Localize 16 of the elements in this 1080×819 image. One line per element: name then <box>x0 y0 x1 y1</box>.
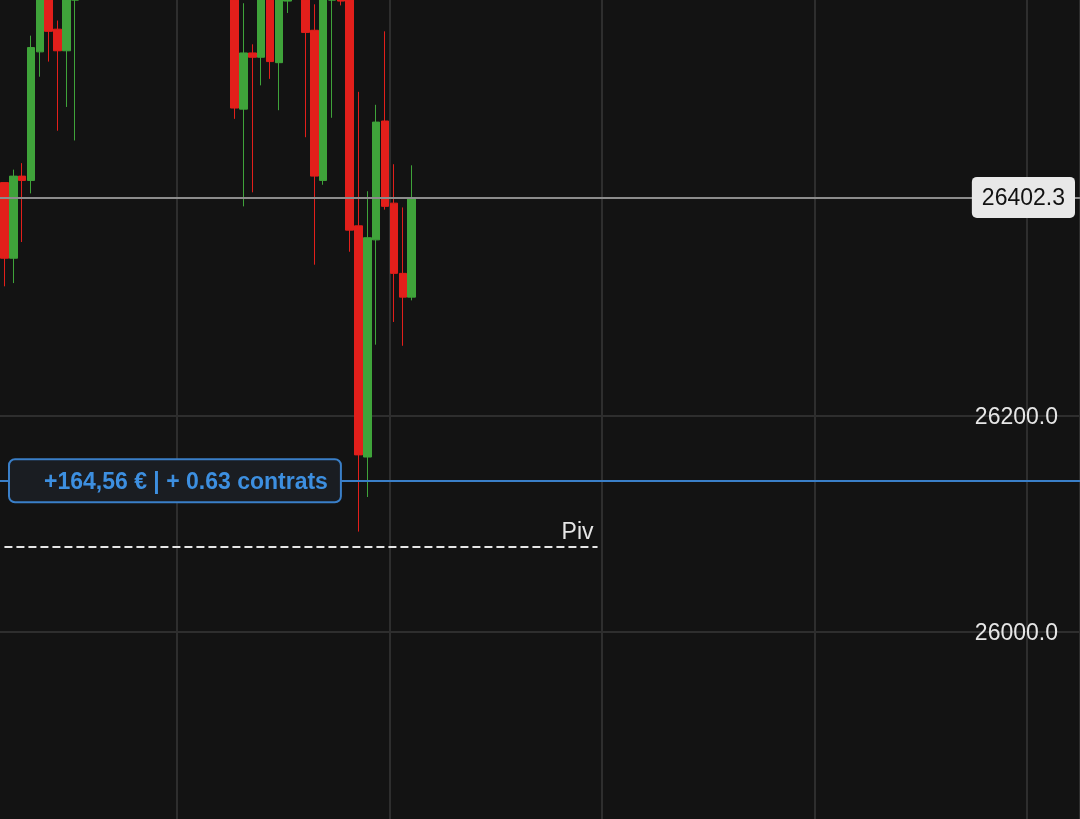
candlestick <box>328 0 336 119</box>
candlestick <box>18 162 26 243</box>
y-tick-label: 26200.0 <box>974 402 1058 429</box>
ref-line-label: +164,56 € | + 0.63 contrats <box>44 467 328 494</box>
candlestick <box>239 2 248 207</box>
candlestick <box>9 169 18 284</box>
ref-line-label: Piv <box>561 518 595 545</box>
candlestick <box>319 0 327 186</box>
candlestick <box>248 43 257 193</box>
candlestick <box>0 182 9 287</box>
candlestick <box>266 0 274 80</box>
ref-line-label: 26402.3 <box>981 184 1065 211</box>
candlestick <box>257 0 265 86</box>
candlestick <box>230 0 239 120</box>
y-tick-label: 26000.0 <box>974 619 1058 646</box>
candlestick <box>407 164 416 301</box>
